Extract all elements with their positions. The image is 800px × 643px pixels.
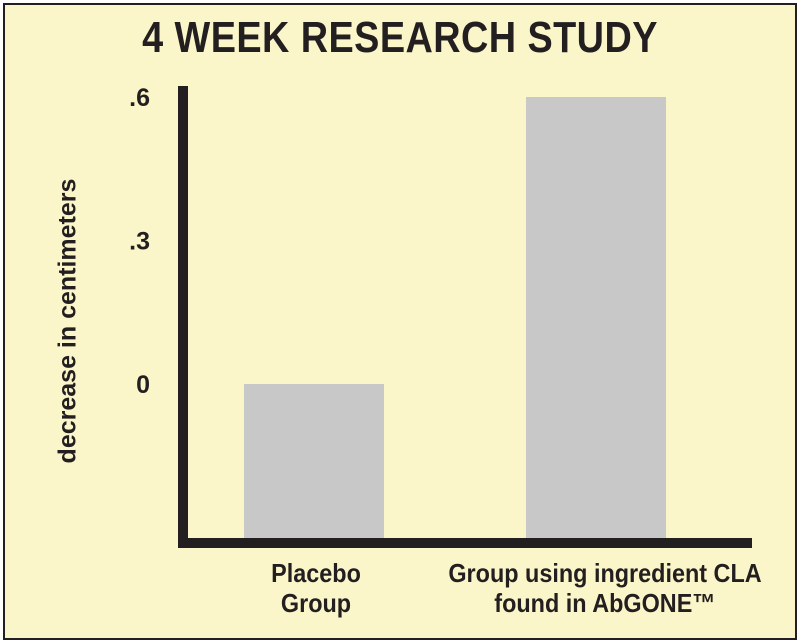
category-label-cla-group: Group using ingredient CLA found in AbGO… [439, 558, 772, 618]
y-tick-label: .6 [129, 84, 150, 112]
chart-title: 4 WEEK RESEARCH STUDY [142, 13, 658, 62]
bar-0 [244, 384, 384, 543]
y-tick-label: 0 [136, 371, 150, 399]
x-axis-line [178, 538, 752, 548]
category-label-line: found in AbGONE™ [494, 588, 716, 618]
y-tick-label: .3 [129, 228, 150, 256]
bar-1 [526, 97, 666, 543]
category-label-line: Group [280, 588, 352, 618]
category-label-placebo: Placebo Group [240, 558, 391, 618]
y-axis-line [178, 86, 188, 548]
category-label-line: Placebo [271, 558, 361, 588]
category-label-line: Group using ingredient CLA [448, 558, 762, 588]
